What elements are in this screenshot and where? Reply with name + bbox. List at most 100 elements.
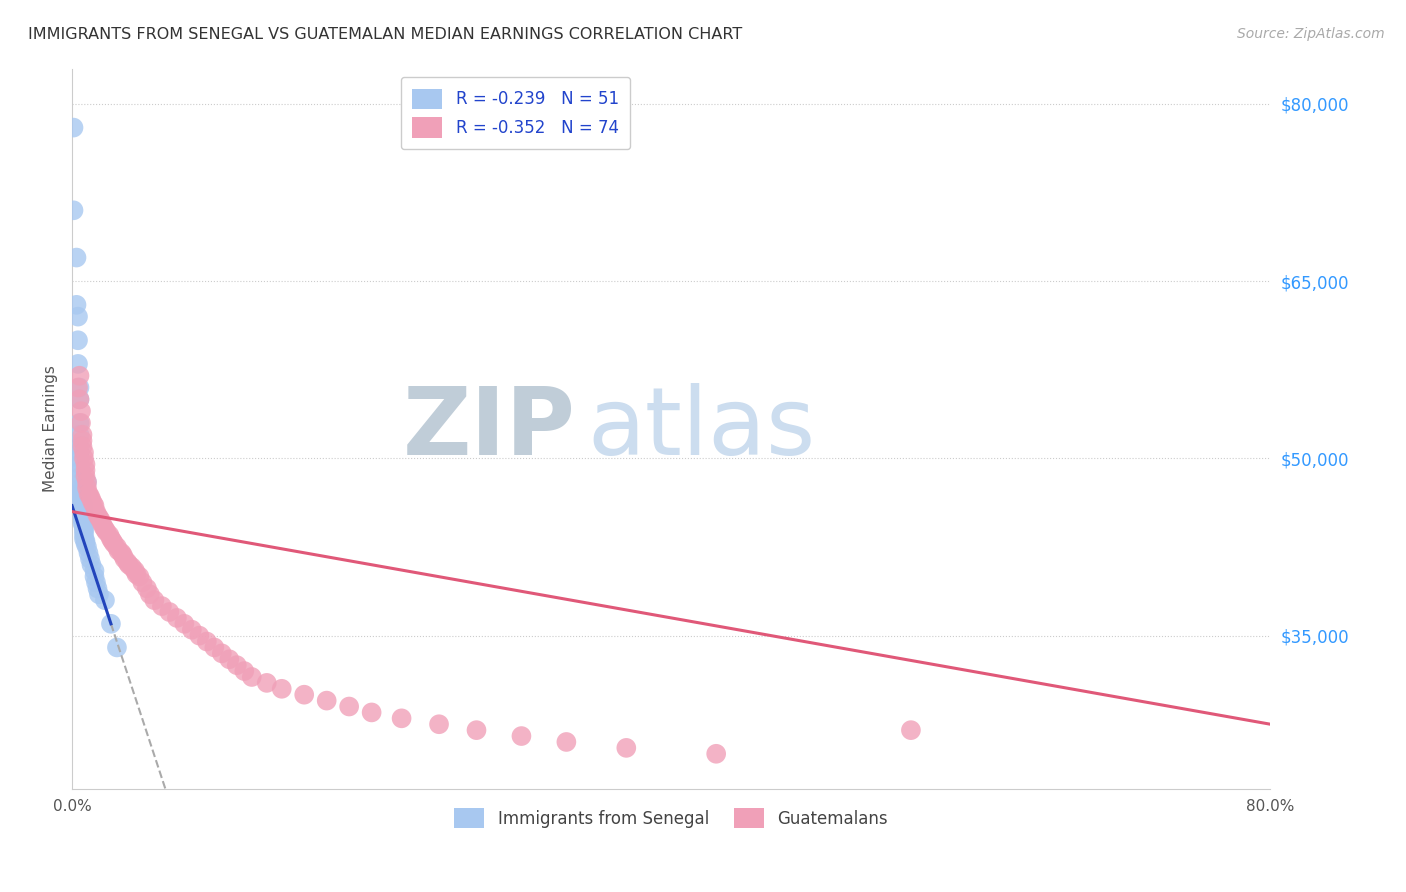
Point xyxy=(79,551,101,566)
Point xyxy=(98,528,121,542)
Point xyxy=(69,368,91,383)
Point xyxy=(93,520,115,534)
Point xyxy=(70,469,93,483)
Point xyxy=(150,599,173,613)
Point xyxy=(105,540,128,554)
Point xyxy=(101,534,124,549)
Point xyxy=(87,587,110,601)
Point xyxy=(124,564,146,578)
Point xyxy=(337,699,360,714)
Point xyxy=(70,416,93,430)
Point xyxy=(73,532,96,546)
Point xyxy=(72,505,94,519)
Legend: Immigrants from Senegal, Guatemalans: Immigrants from Senegal, Guatemalans xyxy=(447,801,894,835)
Point xyxy=(66,333,89,347)
Text: Source: ZipAtlas.com: Source: ZipAtlas.com xyxy=(1237,27,1385,41)
Point xyxy=(72,510,94,524)
Point xyxy=(114,551,136,566)
Point xyxy=(83,569,105,583)
Point xyxy=(315,693,337,707)
Point xyxy=(555,735,578,749)
Point xyxy=(107,543,129,558)
Point xyxy=(76,481,98,495)
Point xyxy=(100,532,122,546)
Point xyxy=(173,616,195,631)
Point xyxy=(69,392,91,407)
Point xyxy=(70,489,93,503)
Point xyxy=(72,496,94,510)
Point xyxy=(72,508,94,522)
Point xyxy=(76,475,98,489)
Point xyxy=(427,717,450,731)
Point xyxy=(77,487,100,501)
Point xyxy=(69,451,91,466)
Point xyxy=(218,652,240,666)
Point xyxy=(166,611,188,625)
Point xyxy=(70,487,93,501)
Point xyxy=(103,536,125,550)
Point xyxy=(139,587,162,601)
Point xyxy=(96,524,118,539)
Point xyxy=(69,458,91,472)
Point xyxy=(69,427,91,442)
Point xyxy=(117,555,139,569)
Point xyxy=(76,475,98,489)
Point xyxy=(69,392,91,407)
Point xyxy=(84,505,107,519)
Point xyxy=(900,723,922,738)
Point xyxy=(66,357,89,371)
Point xyxy=(135,582,157,596)
Point xyxy=(72,427,94,442)
Point xyxy=(83,564,105,578)
Point xyxy=(75,463,97,477)
Point xyxy=(118,558,141,572)
Point xyxy=(70,481,93,495)
Point xyxy=(80,492,103,507)
Point xyxy=(79,489,101,503)
Point xyxy=(72,499,94,513)
Point xyxy=(75,536,97,550)
Point xyxy=(240,670,263,684)
Point xyxy=(89,513,111,527)
Point xyxy=(94,593,117,607)
Point xyxy=(73,528,96,542)
Point xyxy=(510,729,533,743)
Point xyxy=(100,616,122,631)
Point xyxy=(180,623,202,637)
Point xyxy=(62,120,84,135)
Point xyxy=(70,463,93,477)
Point xyxy=(86,508,108,522)
Point xyxy=(292,688,315,702)
Point xyxy=(72,513,94,527)
Point xyxy=(73,522,96,536)
Point xyxy=(614,740,637,755)
Point xyxy=(84,575,107,590)
Y-axis label: Median Earnings: Median Earnings xyxy=(44,366,58,492)
Point xyxy=(82,496,104,510)
Point xyxy=(143,593,166,607)
Point xyxy=(121,560,143,574)
Point xyxy=(83,499,105,513)
Point xyxy=(73,524,96,539)
Point xyxy=(69,445,91,459)
Point xyxy=(77,546,100,560)
Text: ZIP: ZIP xyxy=(402,383,575,475)
Point xyxy=(65,251,87,265)
Point xyxy=(111,549,134,563)
Point xyxy=(75,534,97,549)
Point xyxy=(72,440,94,454)
Point xyxy=(270,681,292,696)
Point xyxy=(128,569,150,583)
Point xyxy=(188,629,211,643)
Point xyxy=(70,492,93,507)
Point xyxy=(66,310,89,324)
Point xyxy=(70,475,93,489)
Point xyxy=(75,458,97,472)
Point xyxy=(76,540,98,554)
Point xyxy=(704,747,727,761)
Point xyxy=(125,567,148,582)
Point xyxy=(69,416,91,430)
Point xyxy=(62,203,84,218)
Point xyxy=(73,445,96,459)
Point xyxy=(202,640,225,655)
